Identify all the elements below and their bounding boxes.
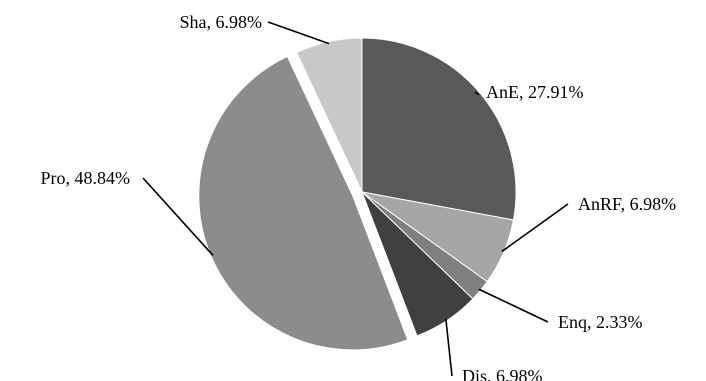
slice-label-ane: AnE, 27.91% bbox=[486, 82, 584, 102]
leader-line-pro bbox=[142, 177, 214, 256]
slice-label-enq: Enq, 2.33% bbox=[558, 312, 643, 332]
leader-line-enq bbox=[478, 288, 549, 323]
leader-line-dis bbox=[445, 318, 453, 377]
leader-line-ane bbox=[474, 91, 480, 96]
slice-label-pro: Pro, 48.84% bbox=[41, 168, 131, 188]
slice-label-sha: Sha, 6.98% bbox=[180, 12, 263, 32]
pie-slice-pro bbox=[198, 55, 409, 351]
slice-label-anrf: AnRF, 6.98% bbox=[578, 194, 676, 214]
pie-slice-ane bbox=[361, 37, 517, 221]
slice-label-dis: Dis, 6.98% bbox=[462, 366, 543, 381]
slice-labels: AnE, 27.91% AnRF, 6.98% Enq, 2.33% Dis, 6.9… bbox=[41, 12, 677, 381]
leader-lines bbox=[142, 21, 569, 377]
pie-slices bbox=[198, 37, 517, 351]
pie-slice-dis bbox=[361, 191, 474, 337]
leader-line-sha bbox=[267, 21, 330, 45]
leader-line-anrf bbox=[501, 203, 569, 253]
pie-slice-sha bbox=[295, 37, 363, 193]
